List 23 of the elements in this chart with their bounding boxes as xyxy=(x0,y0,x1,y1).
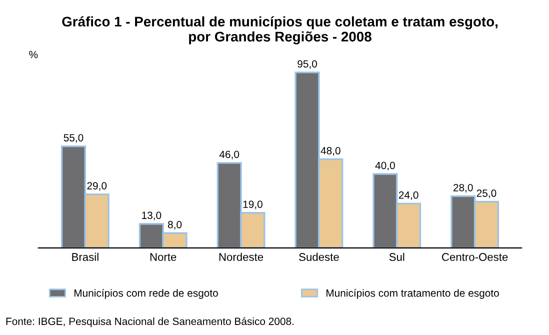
x-tick-label: Brasil xyxy=(72,252,98,261)
source-note: Fonte: IBGE, Pesquisa Nacional de Saneamento Básico 2008. xyxy=(6,317,294,328)
data-label: 24,0 xyxy=(398,191,418,200)
x-tick-label: Centro-Oeste xyxy=(442,253,508,261)
chart-title: Gráfico 1 - Percentual de municípios que coletam e tratam esgoto, por Grandes Regiões - 2008 xyxy=(62,16,498,44)
x-tick-label: Nordeste xyxy=(219,252,264,261)
data-label: 19,0 xyxy=(243,200,262,210)
data-label: 46,0 xyxy=(219,150,240,160)
data-label: 29,0 xyxy=(87,182,107,191)
y-axis-title: % xyxy=(29,50,38,58)
x-tick-label: Norte xyxy=(150,253,176,261)
legend-label: Municípios com rede de esgoto xyxy=(74,288,218,299)
data-label: 28,0 xyxy=(453,184,473,193)
data-label: 55,0 xyxy=(64,134,84,143)
data-label: 25,0 xyxy=(476,190,496,198)
data-label: 40,0 xyxy=(375,162,395,170)
data-label: 8,0 xyxy=(168,220,182,230)
data-label: 95,0 xyxy=(298,60,317,69)
data-label: 13,0 xyxy=(142,212,162,220)
legend-label: Municípios com tratamento de esgoto xyxy=(326,288,499,299)
data-label: 48,0 xyxy=(320,147,340,156)
x-tick-label: Sul xyxy=(389,252,404,261)
x-tick-label: Sudeste xyxy=(299,252,339,261)
